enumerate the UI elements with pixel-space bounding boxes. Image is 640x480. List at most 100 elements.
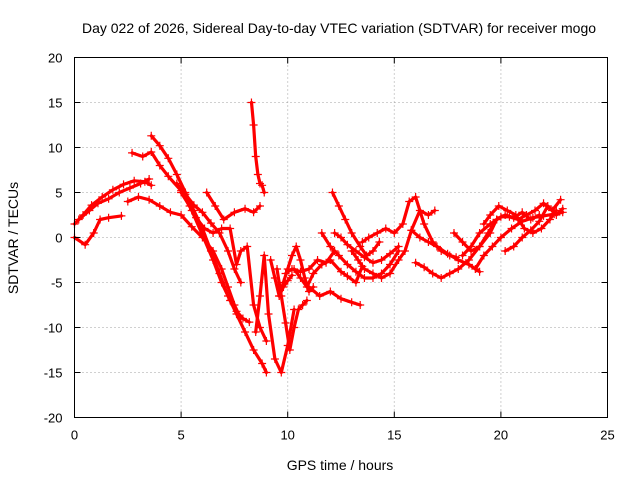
data-point bbox=[104, 194, 113, 203]
data-point bbox=[360, 274, 369, 282]
y-axis-label: SDTVAR / TECUs bbox=[5, 182, 21, 294]
data-point bbox=[305, 283, 314, 291]
data-point bbox=[273, 265, 282, 273]
data-point bbox=[241, 328, 250, 336]
series-s10 bbox=[247, 98, 269, 197]
data-point bbox=[206, 219, 215, 228]
data-point bbox=[362, 251, 371, 260]
data-point bbox=[117, 211, 126, 220]
data-point bbox=[166, 208, 175, 217]
series-s17 bbox=[305, 283, 365, 309]
data-point bbox=[134, 193, 143, 201]
x-tick-label: 20 bbox=[494, 428, 508, 443]
series-s29 bbox=[449, 208, 544, 255]
data-point bbox=[390, 229, 399, 237]
data-point bbox=[290, 323, 299, 332]
data-point bbox=[394, 256, 403, 264]
data-point bbox=[264, 310, 273, 318]
data-point bbox=[537, 224, 546, 233]
data-point bbox=[326, 287, 335, 296]
data-point bbox=[347, 298, 356, 307]
data-point bbox=[437, 274, 446, 282]
data-point bbox=[123, 197, 132, 206]
data-point bbox=[130, 176, 139, 185]
series-line bbox=[503, 204, 565, 253]
data-point bbox=[479, 220, 488, 228]
data-point bbox=[147, 131, 156, 140]
series-s8 bbox=[177, 188, 271, 345]
data-point bbox=[177, 188, 186, 197]
data-point bbox=[317, 229, 326, 237]
data-point bbox=[302, 296, 311, 305]
data-point bbox=[341, 215, 350, 224]
data-point bbox=[245, 318, 254, 327]
data-point bbox=[313, 256, 322, 264]
data-point bbox=[236, 314, 245, 323]
data-point bbox=[198, 233, 207, 242]
data-point bbox=[351, 267, 360, 276]
series-s1 bbox=[70, 176, 156, 228]
x-tick-label: 10 bbox=[280, 428, 294, 443]
data-point bbox=[317, 260, 326, 269]
data-point bbox=[226, 224, 235, 233]
data-point bbox=[475, 267, 484, 276]
data-point bbox=[545, 215, 554, 224]
data-point bbox=[503, 206, 512, 215]
data-point bbox=[266, 256, 275, 264]
data-point bbox=[251, 152, 260, 161]
series-line bbox=[275, 267, 309, 352]
data-point bbox=[475, 242, 484, 251]
data-point bbox=[492, 215, 501, 224]
data-point bbox=[405, 197, 414, 206]
data-point bbox=[420, 263, 429, 272]
data-point bbox=[294, 305, 303, 314]
data-point bbox=[189, 201, 198, 210]
data-point bbox=[292, 242, 301, 251]
data-point bbox=[164, 172, 173, 181]
data-point bbox=[251, 328, 260, 336]
data-point bbox=[192, 213, 201, 222]
data-point bbox=[343, 260, 352, 269]
data-point bbox=[326, 256, 335, 264]
data-point bbox=[230, 208, 239, 217]
data-point bbox=[445, 269, 454, 278]
data-point bbox=[373, 229, 382, 237]
data-point bbox=[375, 238, 384, 246]
data-point bbox=[177, 211, 186, 219]
data-point bbox=[458, 238, 467, 246]
data-point bbox=[219, 215, 228, 224]
data-point bbox=[200, 224, 209, 233]
data-point bbox=[386, 260, 395, 269]
data-point bbox=[211, 202, 220, 210]
data-point bbox=[287, 251, 296, 260]
data-point bbox=[145, 175, 154, 183]
data-point bbox=[217, 265, 226, 273]
data-point bbox=[398, 220, 407, 228]
data-point bbox=[277, 368, 286, 377]
data-point bbox=[326, 242, 335, 251]
data-point bbox=[400, 247, 409, 255]
data-point bbox=[281, 319, 290, 327]
data-point bbox=[430, 206, 439, 215]
data-point bbox=[243, 242, 252, 251]
data-point bbox=[296, 274, 305, 282]
data-point bbox=[249, 121, 258, 129]
data-point bbox=[262, 337, 271, 345]
data-point bbox=[187, 222, 196, 231]
data-point bbox=[309, 269, 318, 278]
data-point bbox=[258, 359, 267, 368]
y-tick-label: 10 bbox=[48, 141, 62, 156]
data-point bbox=[255, 292, 264, 300]
data-point bbox=[155, 202, 164, 210]
data-point bbox=[343, 240, 352, 249]
series-s23 bbox=[407, 226, 484, 276]
data-point bbox=[249, 208, 258, 217]
data-point bbox=[155, 161, 164, 170]
data-point bbox=[488, 242, 497, 251]
series-line bbox=[292, 258, 364, 289]
data-point bbox=[509, 213, 518, 222]
series-line bbox=[473, 210, 565, 271]
series-line bbox=[330, 190, 381, 258]
series-s9 bbox=[202, 188, 264, 224]
